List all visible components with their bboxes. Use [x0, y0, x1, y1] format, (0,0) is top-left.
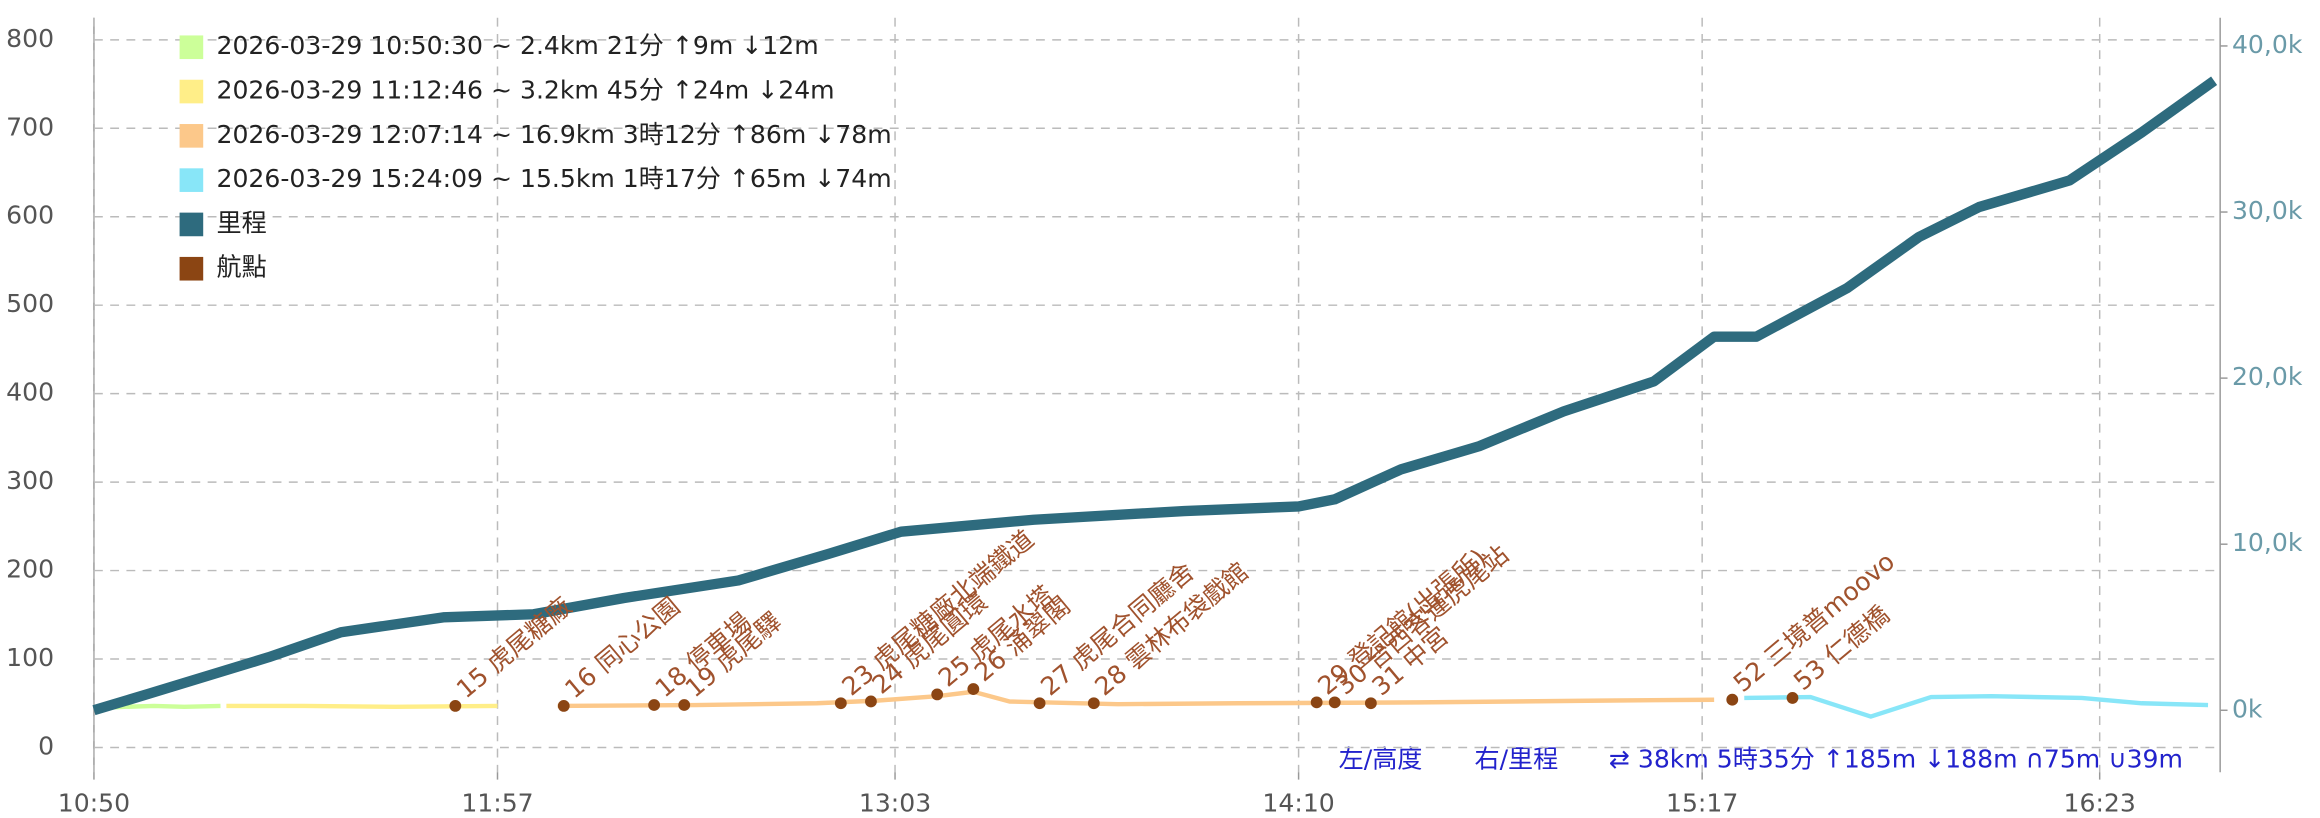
y-tick-label: 500 — [6, 289, 54, 318]
legend-swatch — [179, 212, 204, 237]
legend-label: 里程 — [216, 208, 266, 237]
waypoint-label: 30 台西客運虎尾站 — [1330, 540, 1514, 701]
waypoint — [1310, 696, 1323, 709]
legend-swatch — [179, 79, 204, 104]
y-tick-label: 100 — [6, 643, 54, 672]
waypoint — [1786, 692, 1799, 704]
waypoint — [678, 699, 691, 711]
y-tick-label: 600 — [6, 201, 54, 230]
legend-label: 航點 — [216, 253, 266, 282]
y2-tick-label: 30,0k — [2232, 196, 2303, 225]
annotation: 左/高度 — [1339, 744, 1423, 773]
x-tick-label: 14:10 — [1262, 789, 1334, 818]
legend-label: 2026-03-29 10:50:30 ~ 2.4km 21分 ↑9m ↓12m — [216, 31, 818, 60]
waypoint — [1033, 697, 1046, 710]
y-tick-label: 400 — [6, 378, 54, 407]
waypoint — [648, 699, 661, 711]
legend-label: 2026-03-29 11:12:46 ~ 3.2km 45分 ↑24m ↓24… — [216, 76, 834, 105]
waypoint-label: 15 虎尾糖廠 — [451, 592, 577, 704]
waypoint — [557, 699, 570, 712]
x-tick-label: 11:57 — [461, 789, 533, 818]
y2-tick-label: 0k — [2232, 694, 2263, 723]
altitude-line — [557, 689, 1715, 709]
altitude-line — [226, 703, 498, 710]
y2-tick-label: 40,0k — [2232, 30, 2303, 59]
waypoint — [865, 695, 877, 708]
legend-label: 2026-03-29 12:07:14 ~ 16.9km 3時12分 ↑86m … — [216, 120, 891, 149]
y-tick-label: 0 — [38, 731, 54, 760]
x-tick-label: 13:03 — [859, 789, 931, 818]
y2-tick-label: 20,0k — [2232, 362, 2303, 391]
y2-tick-label: 10,0k — [2232, 528, 2303, 557]
y-tick-label: 300 — [6, 466, 54, 495]
legend-swatch — [179, 168, 204, 192]
x-tick-label: 15:17 — [1666, 789, 1738, 818]
altitude-line — [1744, 693, 2209, 719]
legend-swatch — [179, 256, 204, 281]
y-tick-label: 200 — [6, 555, 54, 584]
annotation: 右/里程 — [1475, 744, 1559, 773]
x-tick-label: 16:23 — [2064, 789, 2136, 818]
waypoint — [1328, 696, 1341, 709]
legend-swatch — [179, 35, 204, 60]
x-tick-label: 10:50 — [58, 789, 130, 818]
grid — [93, 17, 2221, 773]
waypoint — [1726, 693, 1739, 706]
legend-label: 2026-03-29 15:24:09 ~ 15.5km 1時17分 ↑65m … — [216, 164, 891, 193]
waypoint — [449, 699, 462, 712]
mileage-line — [92, 76, 2218, 716]
legend-swatch — [179, 124, 204, 148]
waypoint — [834, 697, 847, 710]
waypoint — [967, 683, 980, 695]
y-tick-label: 800 — [6, 24, 54, 53]
waypoint — [931, 688, 944, 701]
annotation: ⇄ 38km 5時35分 ↑185m ↓188m ∩75m ∪39m — [1609, 744, 2183, 773]
waypoint — [1364, 697, 1377, 710]
waypoint — [1087, 697, 1100, 710]
y-tick-label: 700 — [6, 112, 54, 141]
